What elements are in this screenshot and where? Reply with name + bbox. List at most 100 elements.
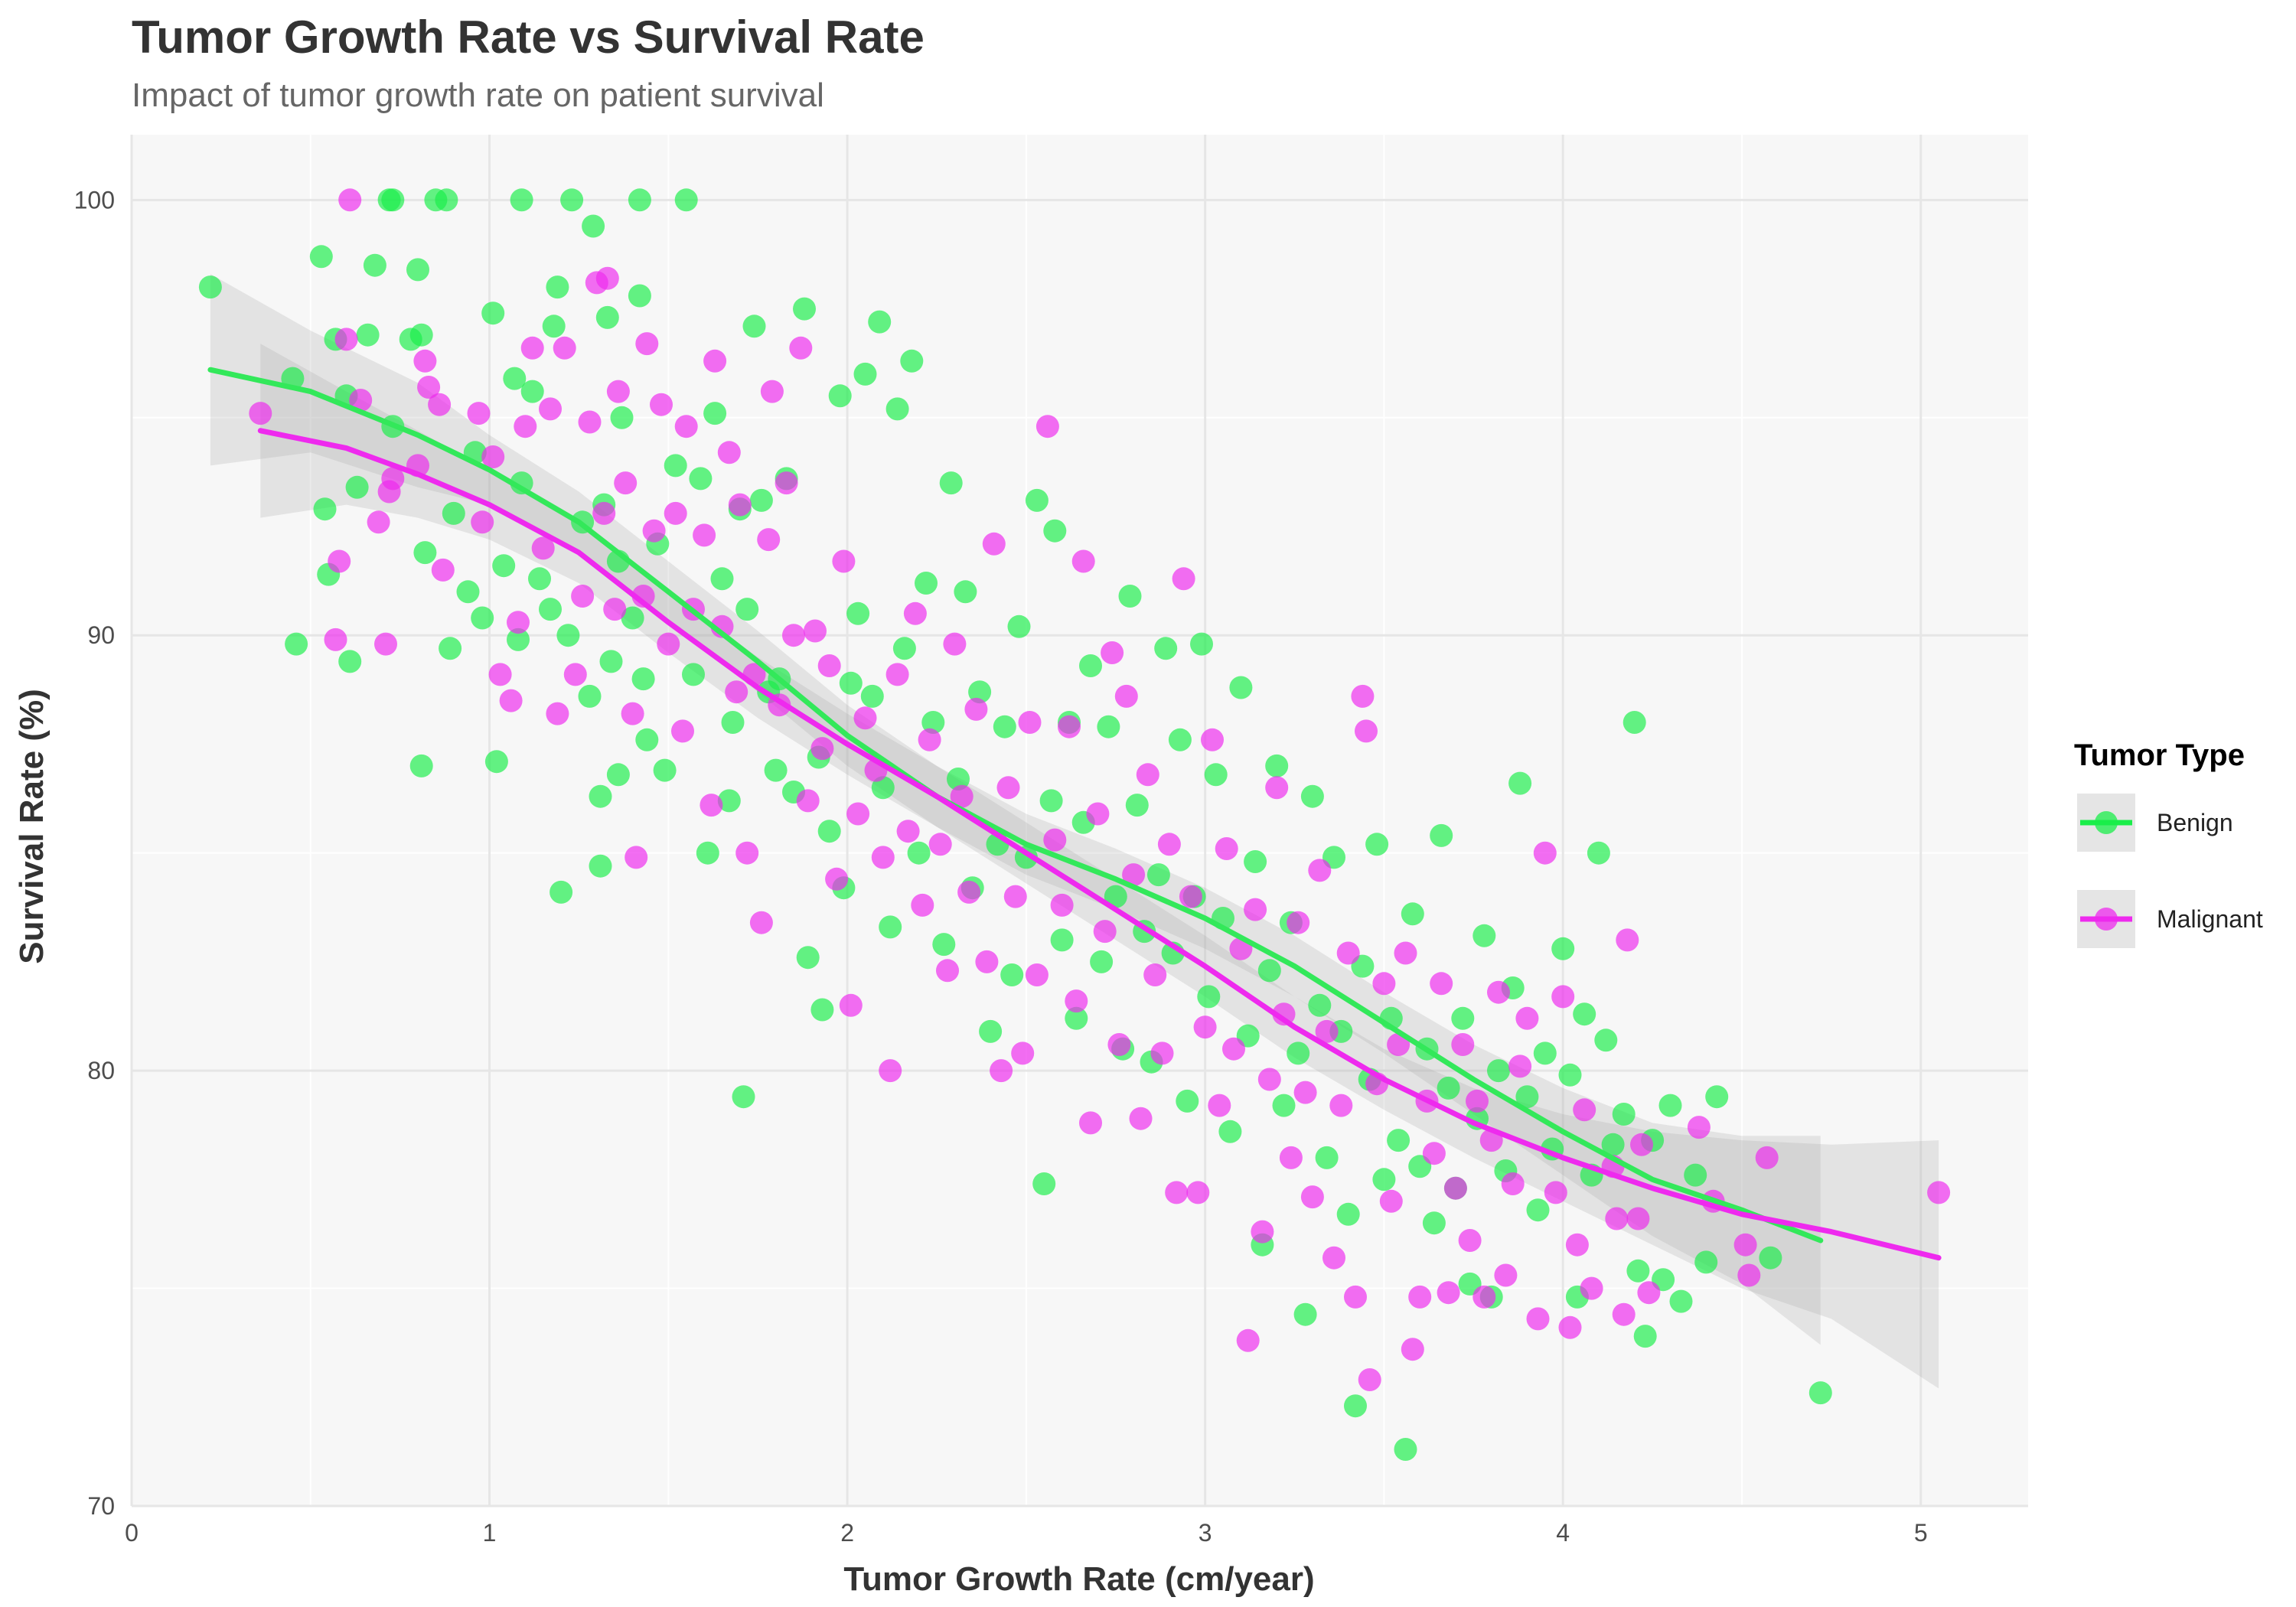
data-point-malignant <box>621 702 644 725</box>
data-point-benign <box>606 763 630 787</box>
data-point-benign <box>879 915 902 939</box>
data-point-malignant <box>531 536 555 560</box>
data-point-malignant <box>957 880 981 904</box>
data-point-benign <box>710 567 734 591</box>
legend-key-point <box>2095 811 2118 834</box>
data-point-malignant <box>614 471 638 495</box>
data-point-benign <box>1437 1076 1460 1100</box>
data-point-malignant <box>1616 928 1639 952</box>
data-point-benign <box>345 475 369 499</box>
data-point-malignant <box>1086 802 1110 826</box>
data-point-malignant <box>1265 776 1289 800</box>
x-tick-label: 1 <box>483 1519 497 1547</box>
data-point-benign <box>696 841 719 865</box>
data-point-malignant <box>990 1059 1013 1083</box>
data-point-benign <box>589 784 612 808</box>
data-point-malignant <box>642 519 666 543</box>
data-point-benign <box>1218 1120 1242 1143</box>
data-point-benign <box>542 315 566 338</box>
data-point-malignant <box>896 820 920 843</box>
data-point-benign <box>550 880 573 904</box>
data-point-benign <box>1705 1085 1729 1109</box>
data-point-benign <box>939 471 963 495</box>
data-point-malignant <box>1737 1263 1761 1287</box>
data-point-malignant <box>1071 549 1095 573</box>
data-point-benign <box>621 606 644 630</box>
data-point-malignant <box>1626 1207 1650 1231</box>
data-point-benign <box>1336 1202 1360 1226</box>
trend-line-benign <box>207 367 1824 1244</box>
data-point-malignant <box>1186 1181 1210 1204</box>
data-point-benign <box>1032 1172 1056 1195</box>
data-point-benign <box>1025 488 1049 512</box>
data-point-malignant <box>700 794 723 817</box>
data-point-benign <box>968 680 992 704</box>
chart-subtitle: Impact of tumor growth rate on patient s… <box>132 77 824 114</box>
data-point-malignant <box>1050 893 1074 917</box>
data-point-malignant <box>417 376 441 399</box>
data-point-malignant <box>467 402 491 425</box>
data-point-malignant <box>804 619 827 643</box>
data-point-benign <box>539 598 562 621</box>
data-point-benign <box>1229 676 1253 699</box>
data-point-benign <box>1587 841 1610 865</box>
data-point-malignant <box>488 663 512 686</box>
data-point-malignant <box>810 737 834 761</box>
data-point-benign <box>689 467 713 491</box>
data-point-benign <box>793 297 816 321</box>
data-point-malignant <box>539 397 562 421</box>
data-point-malignant <box>324 627 347 651</box>
data-point-malignant <box>349 389 373 412</box>
data-point-malignant <box>1257 1068 1281 1091</box>
data-point-malignant <box>1508 1054 1532 1078</box>
data-point-benign <box>1759 1246 1782 1270</box>
data-point-benign <box>732 1085 755 1109</box>
data-point-malignant <box>1379 1189 1403 1213</box>
data-point-malignant <box>328 549 351 573</box>
data-point-malignant <box>1272 1002 1296 1026</box>
y-tick-label: 90 <box>87 621 115 649</box>
data-point-malignant <box>1215 837 1238 860</box>
data-point-benign <box>653 758 677 782</box>
data-point-malignant <box>693 523 716 547</box>
data-point-malignant <box>749 911 773 934</box>
data-point-benign <box>546 275 569 299</box>
data-point-benign <box>1065 1006 1088 1030</box>
data-point-benign <box>528 567 551 591</box>
data-point-malignant <box>1733 1233 1757 1257</box>
data-point-malignant <box>507 611 530 634</box>
data-point-malignant <box>1315 1019 1339 1043</box>
data-point-benign <box>1257 959 1281 983</box>
data-point-benign <box>932 933 956 957</box>
confidence-band-benign <box>210 274 1821 1345</box>
data-point-malignant <box>578 410 602 434</box>
data-point-malignant <box>1437 1281 1460 1305</box>
data-point-malignant <box>1451 1033 1475 1056</box>
x-tick-label: 4 <box>1556 1519 1570 1547</box>
plot-area: 0 1 2 3 4 5 70 80 90 100 <box>74 135 2028 1547</box>
data-point-malignant <box>725 680 748 704</box>
data-point-malignant <box>1165 1181 1189 1204</box>
data-point-benign <box>1558 1063 1582 1087</box>
chart-title: Tumor Growth Rate vs Survival Rate <box>132 11 925 63</box>
data-point-benign <box>860 684 884 708</box>
data-point-benign <box>595 305 619 329</box>
data-point-benign <box>481 302 505 325</box>
data-point-malignant <box>735 841 759 865</box>
data-point-malignant <box>334 328 358 351</box>
data-point-malignant <box>428 393 452 416</box>
data-point-benign <box>1344 1394 1367 1418</box>
data-point-benign <box>1526 1198 1550 1222</box>
data-point-benign <box>1315 1146 1339 1169</box>
data-point-malignant <box>499 689 523 712</box>
data-point-benign <box>1204 763 1228 787</box>
y-tick-label: 70 <box>87 1492 115 1520</box>
data-point-malignant <box>928 833 952 856</box>
data-point-benign <box>628 188 651 212</box>
data-point-malignant <box>1501 1172 1525 1195</box>
legend-label-malignant: Malignant <box>2157 905 2263 933</box>
data-point-malignant <box>1372 972 1396 996</box>
data-point-malignant <box>1401 1338 1424 1361</box>
data-point-malignant <box>1494 1263 1518 1287</box>
data-point-malignant <box>1526 1307 1550 1331</box>
